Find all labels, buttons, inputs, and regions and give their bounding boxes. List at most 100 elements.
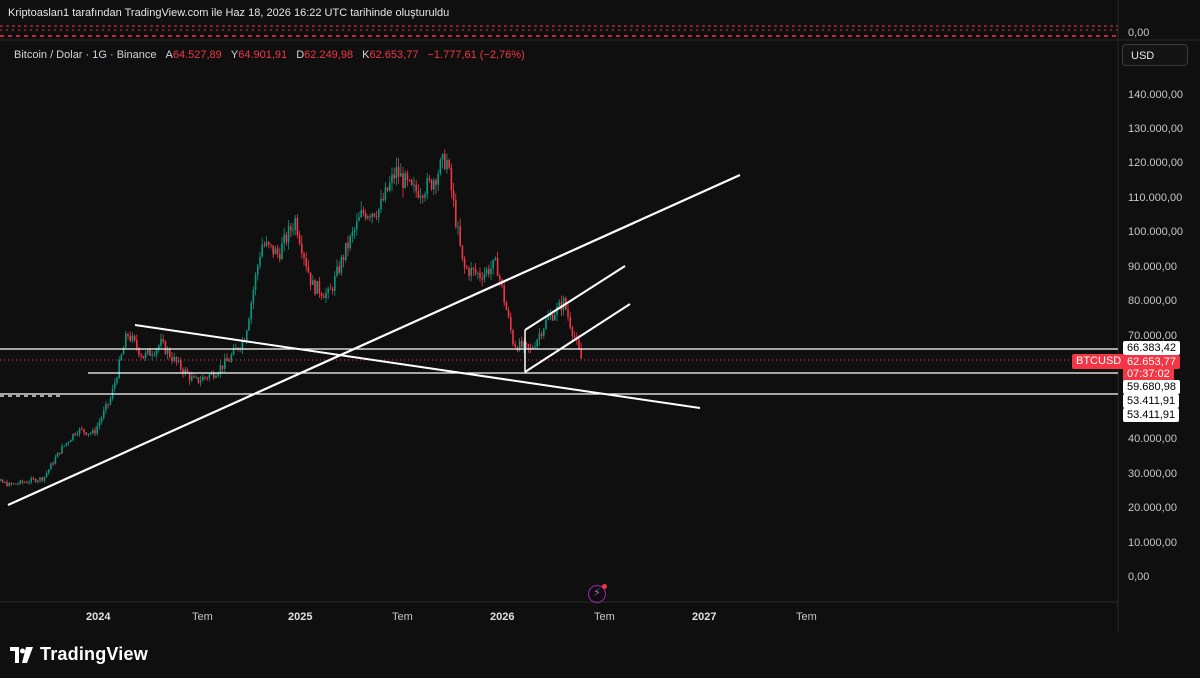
candle-body [567, 309, 569, 317]
candle-body [553, 314, 556, 321]
candle-body [109, 398, 112, 405]
price-axis-label: 20.000,00 [1128, 502, 1177, 515]
candle-body [17, 483, 19, 485]
candle-body [446, 160, 448, 170]
candle-body [204, 377, 206, 379]
candle-body [54, 457, 57, 464]
candle-body [336, 266, 338, 276]
candle-body [369, 216, 371, 218]
candle-body [87, 433, 90, 435]
candle-body [94, 430, 96, 434]
time-axis-label: Tem [392, 611, 413, 623]
candle-body [344, 242, 347, 261]
candle-body [558, 302, 560, 307]
candle-body [360, 210, 362, 218]
candle-body [230, 354, 233, 362]
candle-body [56, 452, 59, 458]
notification-dot [602, 584, 607, 589]
candle-body [160, 339, 162, 346]
candle-body [0, 479, 2, 481]
candle-body [520, 340, 523, 348]
candle-body [144, 353, 147, 359]
candle-body [151, 355, 153, 357]
candle-body [281, 243, 283, 260]
candle-body [402, 173, 404, 189]
candle-body [14, 483, 17, 485]
candle-body [300, 243, 303, 254]
candle-body [391, 174, 393, 183]
volume-axis-label: 0,00 [1128, 27, 1150, 39]
candle-body [457, 226, 459, 228]
candle-body [479, 272, 481, 278]
candle-body [461, 245, 464, 259]
candle-body [219, 365, 222, 374]
candle-body [340, 257, 343, 273]
candle-body [52, 463, 54, 465]
candle-body [419, 195, 422, 198]
candle-body [252, 290, 255, 303]
candle-body [190, 376, 193, 381]
candle-body [366, 216, 369, 219]
candle-body [195, 377, 197, 379]
candle-body [485, 268, 488, 274]
candle-body [63, 445, 65, 447]
candle-body [538, 333, 541, 340]
price-tag-53412-b: 53.411,91 [1123, 408, 1180, 422]
currency-button[interactable]: USD [1122, 44, 1188, 66]
candle-body [465, 267, 468, 269]
symbol-name[interactable]: Bitcoin / Dolar · 1G · Binance [14, 49, 157, 61]
candle-body [127, 333, 129, 336]
candle-body [571, 327, 574, 337]
candle-body [498, 275, 501, 280]
candle-body [118, 359, 120, 379]
candle-body [113, 382, 116, 389]
candle-body [58, 452, 61, 454]
candle-body [481, 277, 483, 280]
candle-body [578, 339, 580, 349]
candlestick-series [0, 149, 582, 487]
candle-body [283, 234, 285, 244]
candle-body [536, 339, 538, 347]
channel-upper-line [524, 265, 626, 331]
candle-body [415, 184, 417, 192]
candle-body [34, 478, 37, 482]
candle-body [525, 342, 527, 345]
candle-body [78, 428, 81, 434]
candle-body [76, 433, 79, 435]
candle-body [353, 229, 356, 232]
candle-body [459, 226, 461, 246]
low-key: D [296, 49, 305, 61]
candle-body [122, 347, 125, 355]
price-axis-label: 0,00 [1128, 571, 1150, 583]
candle-body [441, 153, 444, 160]
candle-body [468, 268, 470, 276]
candle-body [142, 356, 145, 359]
candle-body [397, 166, 400, 177]
candle-body [278, 253, 281, 260]
candle-body [89, 433, 92, 435]
candle-body [129, 335, 131, 341]
tradingview-logo[interactable]: TradingView [10, 644, 148, 665]
candle-body [534, 346, 536, 348]
candle-body [437, 173, 439, 185]
time-axis-label: 2024 [86, 611, 111, 623]
candle-body [179, 360, 182, 370]
lightning-icon[interactable]: ⚡ [588, 585, 606, 603]
candle-body [25, 482, 28, 484]
candle-body [386, 187, 389, 191]
candle-body [322, 296, 325, 299]
channel-lower-line [524, 303, 631, 373]
candle-body [531, 347, 534, 349]
candle-body [248, 318, 250, 331]
candle-body [250, 302, 252, 319]
candle-body [74, 433, 76, 435]
price-axis-label: 90.000,00 [1128, 260, 1177, 273]
candle-body [263, 244, 266, 246]
candle-body [329, 288, 332, 290]
candle-body [19, 480, 21, 484]
candle-body [256, 265, 259, 275]
candle-body [518, 340, 521, 351]
candle-body [463, 258, 466, 268]
low-value: 62.249,98 [304, 49, 354, 61]
